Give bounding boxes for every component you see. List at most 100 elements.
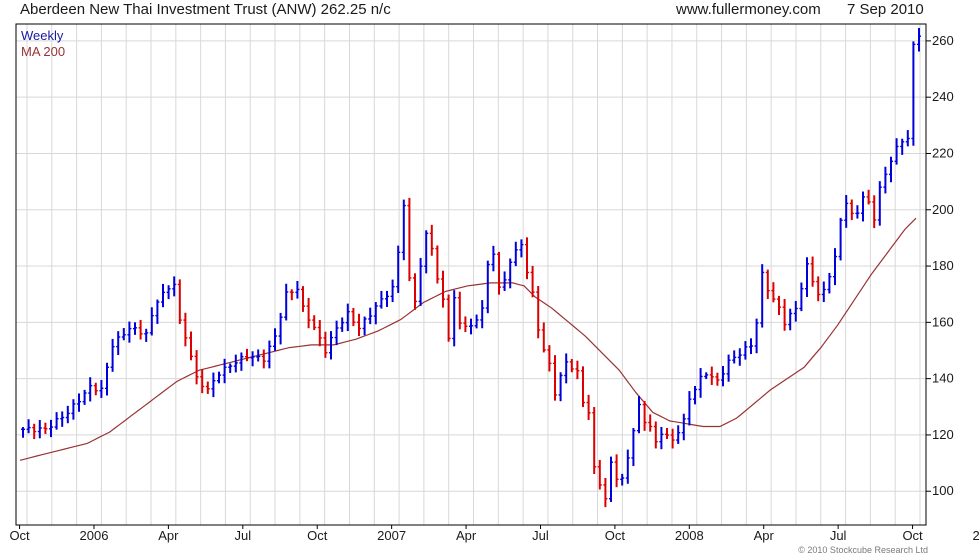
weekly-bar xyxy=(457,291,462,330)
ma-layer xyxy=(19,217,917,461)
weekly-bar xyxy=(900,138,905,155)
chart-title: Aberdeen New Thai Investment Trust (ANW)… xyxy=(20,1,391,18)
weekly-bar xyxy=(905,130,910,147)
weekly-bar xyxy=(575,360,580,380)
x-tick-label: Oct xyxy=(307,528,328,543)
weekly-bar xyxy=(721,366,725,387)
weekly-bar xyxy=(452,290,457,347)
weekly-bar xyxy=(793,300,798,322)
weekly-bar xyxy=(709,366,714,386)
legend-weekly: Weekly xyxy=(21,28,64,43)
weekly-bar xyxy=(681,413,686,441)
y-tick-label: 120 xyxy=(932,427,954,442)
weekly-bar xyxy=(581,366,585,408)
weekly-bar xyxy=(312,315,317,331)
price-bars xyxy=(21,27,921,508)
weekly-bar xyxy=(144,328,149,342)
weekly-bar xyxy=(513,241,518,267)
weekly-bar xyxy=(413,273,417,310)
weekly-bar xyxy=(469,318,473,335)
weekly-bar xyxy=(261,349,266,369)
weekly-bar xyxy=(368,307,373,325)
weekly-bar xyxy=(771,282,776,303)
weekly-bar xyxy=(631,428,636,467)
x-tick-label: Apr xyxy=(456,528,477,543)
weekly-bar xyxy=(894,138,899,165)
date-label: 7 Sep 2010 xyxy=(847,1,924,18)
x-tick-label: Oct xyxy=(9,528,30,543)
weekly-bar xyxy=(833,248,837,286)
weekly-bar xyxy=(849,199,854,221)
weekly-bar xyxy=(760,264,765,328)
weekly-bar xyxy=(474,314,479,329)
weekly-bar xyxy=(273,328,277,351)
weekly-bar xyxy=(726,354,731,382)
weekly-bar xyxy=(110,338,115,372)
weekly-bar xyxy=(345,303,350,332)
x-tick-label: 2007 xyxy=(377,528,406,543)
weekly-bar xyxy=(177,279,182,325)
weekly-bar xyxy=(564,353,569,384)
weekly-bar xyxy=(821,281,826,303)
weekly-bar xyxy=(642,401,647,431)
y-tick-label: 220 xyxy=(932,145,954,160)
weekly-bar xyxy=(653,421,658,449)
weekly-bar xyxy=(54,412,59,430)
weekly-bar xyxy=(676,425,681,444)
weekly-bar xyxy=(401,199,406,261)
weekly-bar xyxy=(267,340,272,369)
weekly-bar xyxy=(306,297,311,329)
weekly-bar xyxy=(838,217,843,261)
weekly-bar xyxy=(149,307,154,336)
weekly-bar xyxy=(21,427,25,438)
weekly-bar xyxy=(116,331,121,356)
weekly-bar xyxy=(71,399,76,420)
weekly-bar xyxy=(233,354,238,373)
weekly-bar xyxy=(665,428,669,439)
ma200-line xyxy=(19,217,917,461)
weekly-bar xyxy=(541,322,546,353)
weekly-bar xyxy=(172,276,177,297)
weekly-bar xyxy=(485,260,490,314)
legend-ma200: MA 200 xyxy=(21,44,65,59)
x-tick-label: Apr xyxy=(754,528,775,543)
y-tick-label: 240 xyxy=(932,89,954,104)
x-tick-label: 2008 xyxy=(675,528,704,543)
weekly-bar xyxy=(334,320,339,346)
weekly-bar xyxy=(284,283,289,321)
weekly-bar xyxy=(222,358,227,384)
weekly-bar xyxy=(810,256,815,287)
weekly-bar xyxy=(872,195,877,229)
weekly-bar xyxy=(323,331,328,358)
y-tick-label: 160 xyxy=(932,314,954,329)
weekly-bar xyxy=(816,276,821,302)
x-tick-label: Jul xyxy=(234,528,251,543)
x-axis: Oct 2006 Apr Jul Oct 2007 Apr Jul Oct 2008 Apr Jul O… xyxy=(9,525,980,543)
weekly-bar xyxy=(715,372,720,386)
weekly-bar xyxy=(917,27,921,52)
weekly-bar xyxy=(329,331,333,360)
weekly-bar xyxy=(687,391,692,426)
weekly-bar xyxy=(558,372,563,402)
weekly-bar xyxy=(614,454,619,488)
weekly-bar xyxy=(93,382,98,396)
weekly-bar xyxy=(799,282,804,312)
weekly-bar xyxy=(754,318,759,354)
weekly-bar xyxy=(749,338,753,355)
weekly-bar xyxy=(777,295,781,316)
weekly-bar xyxy=(491,245,496,272)
weekly-bar xyxy=(586,394,591,421)
weekly-bar xyxy=(295,281,300,299)
weekly-bar xyxy=(278,312,283,345)
weekly-bar xyxy=(519,239,524,258)
weekly-bar xyxy=(659,426,664,450)
site-label: www.fullermoney.com xyxy=(676,1,821,18)
weekly-bar xyxy=(648,414,653,432)
weekly-bar xyxy=(704,372,709,380)
y-tick-label: 180 xyxy=(932,258,954,273)
weekly-bar xyxy=(693,385,697,405)
weekly-bar xyxy=(446,294,451,342)
weekly-bar xyxy=(82,389,87,405)
weekly-bar xyxy=(138,319,143,340)
